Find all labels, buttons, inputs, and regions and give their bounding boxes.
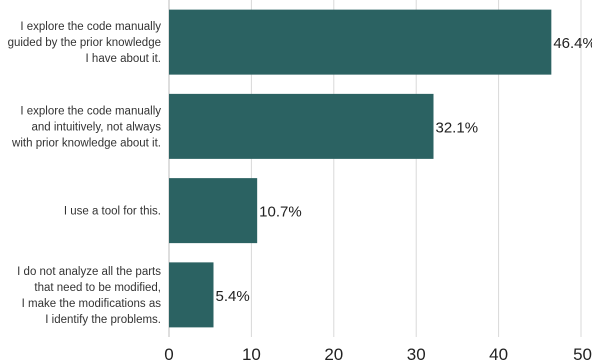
x-tick-labels: 0 10 20 30 40 50 [164, 345, 592, 363]
bar-value-label: 46.4% [553, 35, 592, 52]
bar-value-label: 10.7% [259, 204, 302, 221]
bar-value-label: 32.1% [436, 119, 479, 136]
x-tick-label: 20 [324, 345, 343, 363]
x-tick-label: 30 [407, 345, 426, 363]
x-tick-label: 0 [164, 345, 173, 363]
category-label: I explore the code manually guided by the… [8, 21, 162, 65]
category-label: I explore the code manually and intuitive… [11, 105, 161, 149]
x-tick-label: 10 [242, 345, 261, 363]
x-tick-label: 50 [573, 345, 592, 363]
value-labels: 46.4% 32.1% 10.7% 5.4% [215, 35, 592, 305]
bar [169, 93, 434, 159]
bar [169, 262, 214, 328]
x-tick-label: 40 [489, 345, 508, 363]
bar-value-label: 5.4% [215, 288, 249, 305]
bars [169, 9, 552, 328]
category-labels: I explore the code manually guided by the… [8, 21, 162, 326]
bar [169, 9, 552, 75]
category-label: I do not analyze all the parts that need … [17, 266, 161, 326]
category-label: I use a tool for this. [64, 206, 161, 218]
bar [169, 178, 258, 244]
